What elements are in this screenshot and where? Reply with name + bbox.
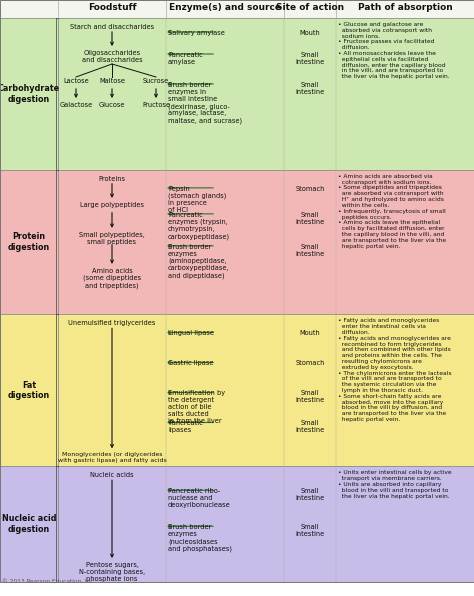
Text: • Fatty acids and monoglycerides
  enter the intestinal cells via
  diffusion.
•: • Fatty acids and monoglycerides enter t…	[338, 318, 452, 422]
Text: Monoglycerides (or diglycerides
with gastric lipase) and fatty acids: Monoglycerides (or diglycerides with gas…	[58, 452, 166, 463]
Text: Protein
digestion: Protein digestion	[8, 232, 50, 252]
Text: Pancreatic
amylase: Pancreatic amylase	[168, 52, 203, 65]
Text: Small
intestine: Small intestine	[295, 390, 325, 403]
Text: Amino acids
(some dipeptides
and tripeptides): Amino acids (some dipeptides and tripept…	[83, 268, 141, 289]
Text: Nucleic acid
digestion: Nucleic acid digestion	[2, 514, 56, 534]
Text: • Amino acids are absorbed via
  cotransport with sodium ions.
• Some dipeptides: • Amino acids are absorbed via cotranspo…	[338, 174, 446, 249]
Text: Small polypeptides,
small peptides: Small polypeptides, small peptides	[79, 232, 145, 245]
Text: Pentose sugars,
N-containing bases,
phosphate ions: Pentose sugars, N-containing bases, phos…	[79, 562, 145, 582]
Bar	[58, 18, 474, 170]
Text: Emulsification by
the detergent
action of bile
salts ducted
in from the liver: Emulsification by the detergent action o…	[168, 390, 225, 424]
Bar	[0, 0, 474, 18]
Text: Brush border
enzymes
(nucleosidases
and phosphatases): Brush border enzymes (nucleosidases and …	[168, 524, 232, 552]
Text: • Glucose and galactose are
  absorbed via cotransport with
  sodium ions.
• Fru: • Glucose and galactose are absorbed via…	[338, 22, 450, 79]
Bar	[0, 18, 58, 170]
Text: Stomach: Stomach	[295, 186, 325, 192]
Text: Foodstuff: Foodstuff	[88, 3, 137, 12]
Text: Small
intestine: Small intestine	[295, 212, 325, 225]
Text: Pepsin
(stomach glands)
in presence
of HCl: Pepsin (stomach glands) in presence of H…	[168, 186, 227, 213]
Text: Maltose: Maltose	[99, 78, 125, 84]
Bar	[58, 466, 474, 582]
Text: Small
intestine: Small intestine	[295, 488, 325, 501]
Text: Glucose: Glucose	[99, 102, 125, 108]
Text: Brush border
enzymes
(aminopeptidase,
carboxypeptidase,
and dipeptidase): Brush border enzymes (aminopeptidase, ca…	[168, 244, 229, 279]
Text: Fructose: Fructose	[142, 102, 170, 108]
Text: Sucrose: Sucrose	[143, 78, 169, 84]
Bar	[58, 170, 474, 315]
Bar	[0, 466, 58, 582]
Text: Pancreatic
enzymes (trypsin,
chymotrypsin,
carboxypeptidase): Pancreatic enzymes (trypsin, chymotrypsi…	[168, 212, 230, 240]
Text: Small
intestine: Small intestine	[295, 52, 325, 65]
Text: Pancreatic ribo-
nuclease and
deoxyribonuclease: Pancreatic ribo- nuclease and deoxyribon…	[168, 488, 231, 508]
Text: Small
intestine: Small intestine	[295, 420, 325, 433]
Text: Gastric lipase: Gastric lipase	[168, 361, 213, 367]
Text: Small
intestine: Small intestine	[295, 82, 325, 95]
Bar	[58, 315, 474, 466]
Text: Fat
digestion: Fat digestion	[8, 381, 50, 400]
Text: Pancreatic
lipases: Pancreatic lipases	[168, 420, 203, 433]
Text: Lactose: Lactose	[63, 78, 89, 84]
Text: Oligosaccharides
and disaccharides: Oligosaccharides and disaccharides	[82, 50, 142, 63]
Text: Salivary amylase: Salivary amylase	[168, 30, 225, 36]
Text: Enzyme(s) and source: Enzyme(s) and source	[169, 3, 281, 12]
Bar	[0, 170, 58, 315]
Text: Small
intestine: Small intestine	[295, 244, 325, 257]
Text: Mouth: Mouth	[300, 330, 320, 337]
Text: Site of action: Site of action	[276, 3, 344, 12]
Text: • Units enter intestinal cells by active
  transport via membrane carriers.
• Un: • Units enter intestinal cells by active…	[338, 470, 452, 498]
Text: Stomach: Stomach	[295, 361, 325, 367]
Text: Large polypeptides: Large polypeptides	[80, 202, 144, 208]
Text: Brush border
enzymes in
small intestine
(dexirinase, gluco-
amylase, lactase,
ma: Brush border enzymes in small intestine …	[168, 82, 242, 124]
Text: Mouth: Mouth	[300, 30, 320, 36]
Text: © 2013 Pearson Education, Inc.: © 2013 Pearson Education, Inc.	[2, 579, 95, 584]
Text: Small
intestine: Small intestine	[295, 524, 325, 538]
Text: Galactose: Galactose	[59, 102, 92, 108]
Text: Nucleic acids: Nucleic acids	[90, 472, 134, 479]
Text: Starch and disaccharides: Starch and disaccharides	[70, 24, 154, 30]
Text: Path of absorption: Path of absorption	[357, 3, 452, 12]
Text: Lingual lipase: Lingual lipase	[168, 330, 214, 337]
Text: Proteins: Proteins	[99, 176, 126, 182]
Text: Carbohydrate
digestion: Carbohydrate digestion	[0, 84, 60, 104]
Text: Unemulsified triglycerides: Unemulsified triglycerides	[68, 321, 155, 327]
Bar	[0, 315, 58, 466]
